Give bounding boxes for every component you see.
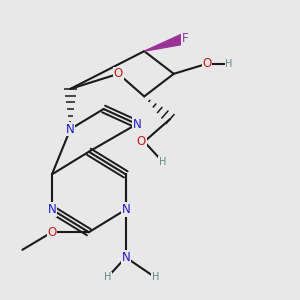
Text: N: N [47, 203, 56, 216]
Text: H: H [226, 59, 233, 69]
Text: N: N [122, 203, 130, 216]
Text: N: N [122, 251, 130, 264]
Text: O: O [47, 226, 56, 239]
Text: O: O [114, 67, 123, 80]
Text: F: F [182, 32, 188, 45]
Text: O: O [202, 57, 211, 70]
Polygon shape [144, 33, 186, 51]
Text: N: N [66, 123, 75, 136]
Text: H: H [159, 157, 166, 167]
Text: N: N [133, 118, 141, 130]
Text: H: H [103, 272, 111, 283]
Text: O: O [136, 135, 146, 148]
Text: H: H [152, 272, 159, 283]
